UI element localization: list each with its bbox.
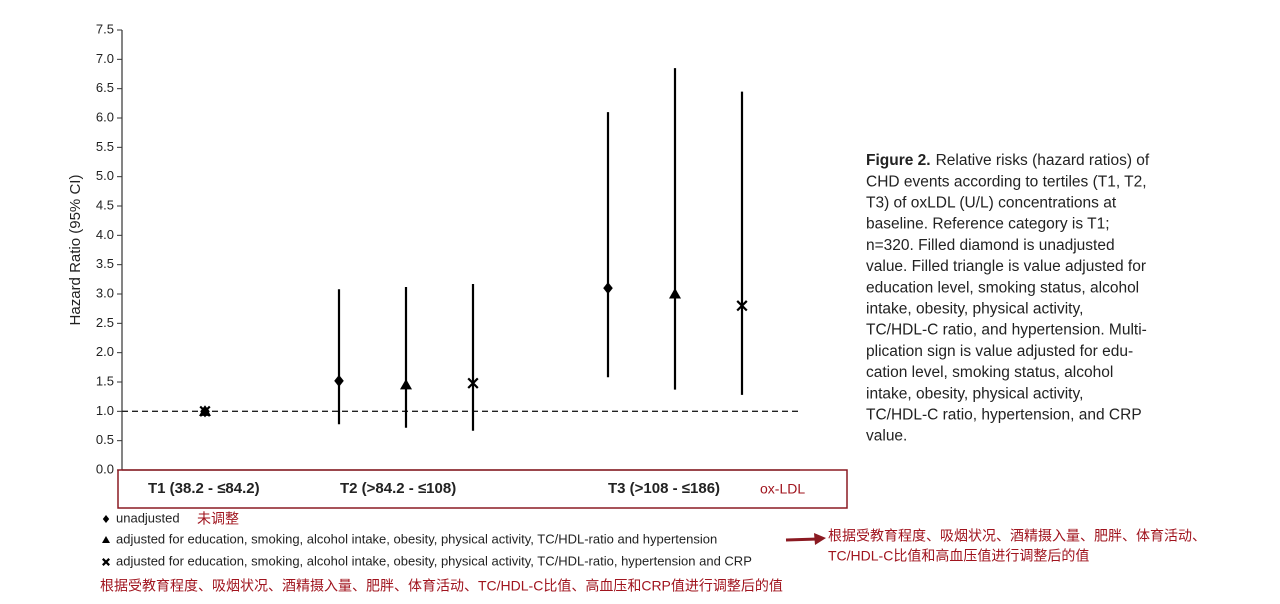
- y-tick-label: 6.0: [96, 109, 114, 124]
- y-tick-label: 7.0: [96, 51, 114, 66]
- caption-line: T3) of oxLDL (U/L) concentrations at: [866, 194, 1117, 211]
- legend-label: adjusted for education, smoking, alcohol…: [116, 531, 717, 546]
- caption-text: Relative risks (hazard ratios) of: [936, 152, 1150, 169]
- legend-label: unadjusted: [116, 510, 180, 525]
- arrow-head: [814, 533, 826, 545]
- legend-marker: [102, 536, 110, 543]
- legend-marker: [102, 515, 110, 523]
- x-tick-label: T2 (>84.2 - ≤108): [340, 480, 456, 497]
- caption-line: value.: [866, 428, 907, 445]
- caption-line: baseline. Reference category is T1;: [866, 216, 1110, 233]
- caption-label: Figure 2.: [866, 152, 931, 169]
- annotation: 未调整: [197, 511, 239, 527]
- y-tick-label: 0.0: [96, 461, 114, 476]
- y-tick-label: 4.5: [96, 197, 114, 212]
- y-tick-label: 1.0: [96, 403, 114, 418]
- y-tick-label: 6.5: [96, 80, 114, 95]
- y-tick-label: 1.5: [96, 373, 114, 388]
- y-tick-label: 7.5: [96, 21, 114, 36]
- point: [603, 282, 613, 295]
- caption-line: intake, obesity, physical activity,: [866, 385, 1083, 402]
- legend-label: adjusted for education, smoking, alcohol…: [116, 553, 752, 568]
- x-axis-label: ox-LDL: [760, 481, 805, 497]
- caption-line: TC/HDL-C ratio, and hypertension. Multi-: [866, 322, 1147, 339]
- legend-marker: [102, 558, 110, 566]
- y-tick-label: 5.5: [96, 139, 114, 154]
- annotation: 根据受教育程度、吸烟状况、酒精摄入量、肥胖、体育活动、: [828, 528, 1206, 544]
- caption-line: education level, smoking status, alcohol: [866, 279, 1139, 296]
- caption-line: value. Filled triangle is value adjusted…: [866, 258, 1146, 275]
- y-tick-label: 2.5: [96, 315, 114, 330]
- point: [669, 288, 681, 299]
- caption-line: Figure 2. Relative risks (hazard ratios) …: [866, 152, 1150, 169]
- caption-line: plication sign is value adjusted for edu…: [866, 343, 1133, 360]
- x-tick-label: T1 (38.2 - ≤84.2): [148, 480, 260, 497]
- x-tick-label: T3 (>108 - ≤186): [608, 480, 720, 497]
- y-axis-label: Hazard Ratio (95% CI): [67, 175, 84, 326]
- point: [736, 300, 748, 312]
- annotation: 根据受教育程度、吸烟状况、酒精摄入量、肥胖、体育活动、TC/HDL-C比值、高血…: [100, 578, 783, 594]
- y-tick-label: 2.0: [96, 344, 114, 359]
- y-tick-label: 5.0: [96, 168, 114, 183]
- category-box: [117, 469, 848, 509]
- y-tick-label: 0.5: [96, 432, 114, 447]
- caption-line: cation level, smoking status, alcohol: [866, 364, 1113, 381]
- caption-line: CHD events according to tertiles (T1, T2…: [866, 173, 1147, 190]
- y-tick-label: 4.0: [96, 227, 114, 242]
- point: [467, 377, 479, 389]
- caption-line: TC/HDL-C ratio, hypertension, and CRP: [866, 406, 1142, 423]
- y-tick-label: 3.0: [96, 285, 114, 300]
- arrow-line: [785, 537, 819, 542]
- point: [199, 405, 211, 417]
- caption-line: n=320. Filled diamond is unadjusted: [866, 237, 1115, 254]
- point: [334, 374, 344, 387]
- point: [400, 378, 412, 390]
- annotation: TC/HDL-C比值和高血压值进行调整后的值: [828, 548, 1089, 564]
- caption-line: intake, obesity, physical activity,: [866, 300, 1083, 317]
- y-tick-label: 3.5: [96, 256, 114, 271]
